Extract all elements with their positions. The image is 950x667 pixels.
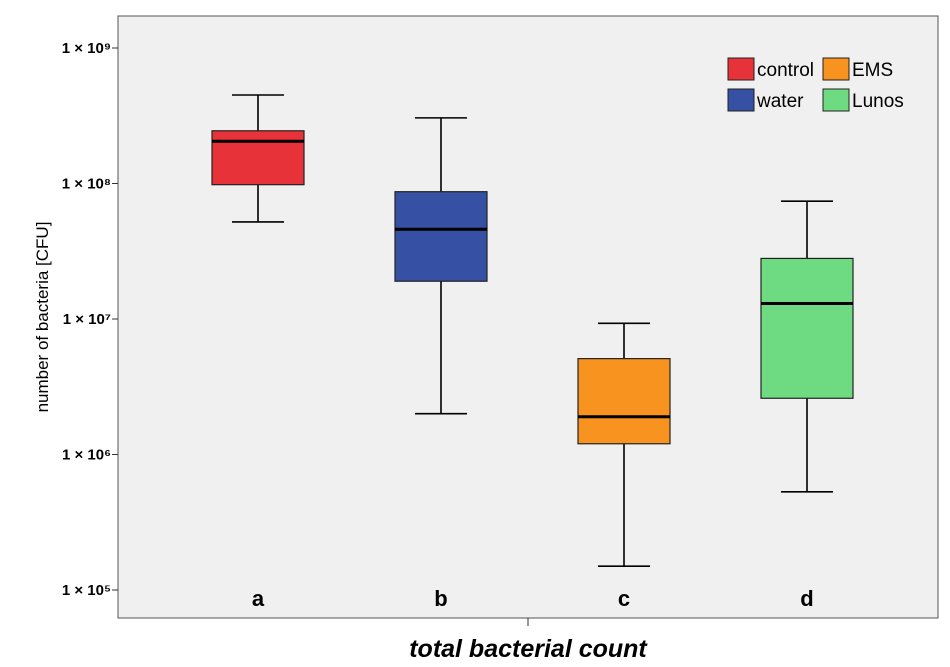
legend-label: control <box>757 60 814 81</box>
y-axis-title: number of bacteria [CFU] <box>33 222 52 413</box>
y-tick-label: 1 × 10⁷ <box>63 311 111 328</box>
iqr-box <box>394 191 488 282</box>
iqr-box <box>577 358 671 445</box>
category-label: d <box>800 586 813 611</box>
y-tick-label: 1 × 10⁹ <box>62 40 111 57</box>
y-tick-label: 1 × 10⁸ <box>62 176 111 193</box>
legend-item-Lunos: Lunos <box>822 88 904 112</box>
legend-item-control: control <box>727 57 814 81</box>
legend-item-EMS: EMS <box>822 57 893 81</box>
box-water <box>394 117 488 415</box>
category-label: a <box>252 586 265 611</box>
legend-label: water <box>756 91 804 112</box>
box-Lunos <box>760 200 854 493</box>
category-labels: a b c d <box>252 586 814 611</box>
legend-label: EMS <box>852 60 893 81</box>
y-tick-label: 1 × 10⁶ <box>62 447 111 464</box>
legend-item-water: water <box>727 88 804 112</box>
category-label: b <box>434 586 447 611</box>
legend-swatch <box>822 57 850 81</box>
y-tick-label: 1 × 10⁵ <box>62 582 111 599</box>
legend: control EMS water Lunos <box>727 57 904 112</box>
legend-swatch <box>727 88 755 112</box>
iqr-box <box>211 130 305 186</box>
box-control <box>211 94 305 223</box>
legend-swatch <box>727 57 755 81</box>
box-series-group <box>211 94 854 626</box>
category-label: c <box>618 586 630 611</box>
iqr-box <box>760 257 854 399</box>
box-EMS <box>577 322 671 567</box>
y-axis: 1 × 10⁵ 1 × 10⁶ 1 × 10⁷ 1 × 10⁸ 1 × 10⁹ <box>62 40 118 599</box>
legend-label: Lunos <box>852 91 904 112</box>
x-axis-title: total bacterial count <box>409 635 648 662</box>
legend-swatch <box>822 88 850 112</box>
